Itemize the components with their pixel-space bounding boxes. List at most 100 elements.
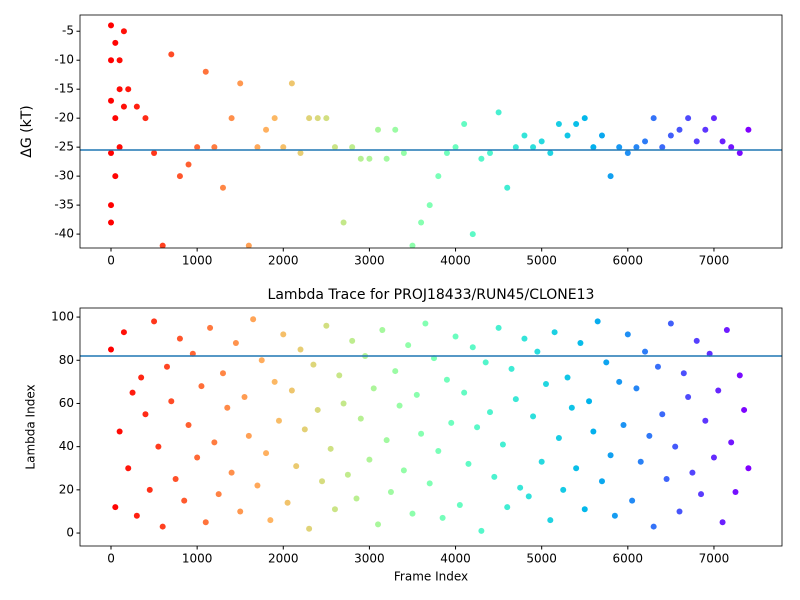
- point: [250, 316, 257, 323]
- point: [392, 368, 399, 375]
- point: [159, 523, 166, 530]
- point: [288, 387, 295, 394]
- x-tick-label: 5000: [526, 254, 557, 268]
- point: [685, 393, 692, 400]
- point: [366, 155, 373, 162]
- point: [228, 115, 235, 122]
- y-tick-label: -10: [54, 53, 74, 67]
- point: [426, 202, 433, 209]
- point: [728, 439, 735, 446]
- point: [340, 219, 347, 226]
- point: [116, 428, 123, 435]
- point: [461, 120, 468, 127]
- point: [176, 173, 183, 180]
- point: [435, 173, 442, 180]
- point: [616, 144, 623, 151]
- point: [254, 144, 261, 151]
- point: [284, 499, 291, 506]
- point: [736, 149, 743, 156]
- point: [340, 400, 347, 407]
- point: [542, 381, 549, 388]
- point: [202, 68, 209, 75]
- point: [400, 467, 407, 474]
- point: [375, 126, 382, 133]
- point: [508, 365, 515, 372]
- point: [319, 478, 326, 485]
- point: [108, 57, 115, 64]
- point: [151, 149, 158, 156]
- point: [659, 144, 666, 151]
- point: [306, 115, 313, 122]
- point: [108, 346, 115, 353]
- point: [108, 97, 115, 104]
- point: [232, 339, 239, 346]
- point: [693, 138, 700, 145]
- point: [379, 327, 386, 334]
- y-tick-label: 40: [59, 439, 74, 453]
- point: [590, 144, 597, 151]
- point: [551, 329, 558, 336]
- point: [487, 149, 494, 156]
- point: [349, 337, 356, 344]
- x-tick-label: 6000: [613, 552, 644, 566]
- point: [194, 144, 201, 151]
- point: [547, 149, 554, 156]
- point: [112, 173, 119, 180]
- x-tick-label: 7000: [699, 552, 730, 566]
- point: [263, 126, 270, 133]
- point: [133, 512, 140, 519]
- point: [219, 184, 226, 191]
- point: [176, 335, 183, 342]
- point: [530, 144, 537, 151]
- point: [331, 506, 338, 513]
- point: [685, 115, 692, 122]
- point: [702, 417, 709, 424]
- point: [125, 465, 132, 472]
- point: [603, 359, 610, 366]
- x-tick-label: 4000: [440, 552, 471, 566]
- point: [280, 144, 287, 151]
- x-tick-label: 6000: [613, 254, 644, 268]
- point: [297, 346, 304, 353]
- point: [482, 359, 489, 366]
- point: [211, 439, 218, 446]
- x-tick-label: 4000: [440, 254, 471, 268]
- point: [555, 435, 562, 442]
- point: [650, 115, 657, 122]
- point: [271, 115, 278, 122]
- point: [228, 469, 235, 476]
- point: [573, 120, 580, 127]
- point: [637, 458, 644, 465]
- point: [624, 331, 631, 338]
- y-tick-label: 100: [51, 310, 74, 324]
- y-tick-label: -5: [62, 24, 74, 38]
- point: [392, 126, 399, 133]
- point: [461, 389, 468, 396]
- point: [267, 517, 274, 524]
- point: [741, 406, 748, 413]
- point: [237, 508, 244, 515]
- y-axis-label: Lambda Index: [24, 384, 38, 469]
- point: [297, 149, 304, 156]
- point: [728, 144, 735, 151]
- point: [241, 393, 248, 400]
- point: [112, 39, 119, 46]
- point: [125, 86, 132, 93]
- point: [702, 126, 709, 133]
- point: [323, 115, 330, 122]
- point: [512, 396, 519, 403]
- point: [405, 342, 412, 349]
- point: [745, 465, 752, 472]
- point: [469, 231, 476, 238]
- point: [676, 126, 683, 133]
- point: [400, 149, 407, 156]
- point: [654, 363, 661, 370]
- point: [194, 454, 201, 461]
- point: [736, 372, 743, 379]
- point: [478, 155, 485, 162]
- point: [409, 510, 416, 517]
- point: [547, 517, 554, 524]
- point: [116, 144, 123, 151]
- point: [202, 519, 209, 526]
- y-tick-label: 80: [59, 353, 74, 367]
